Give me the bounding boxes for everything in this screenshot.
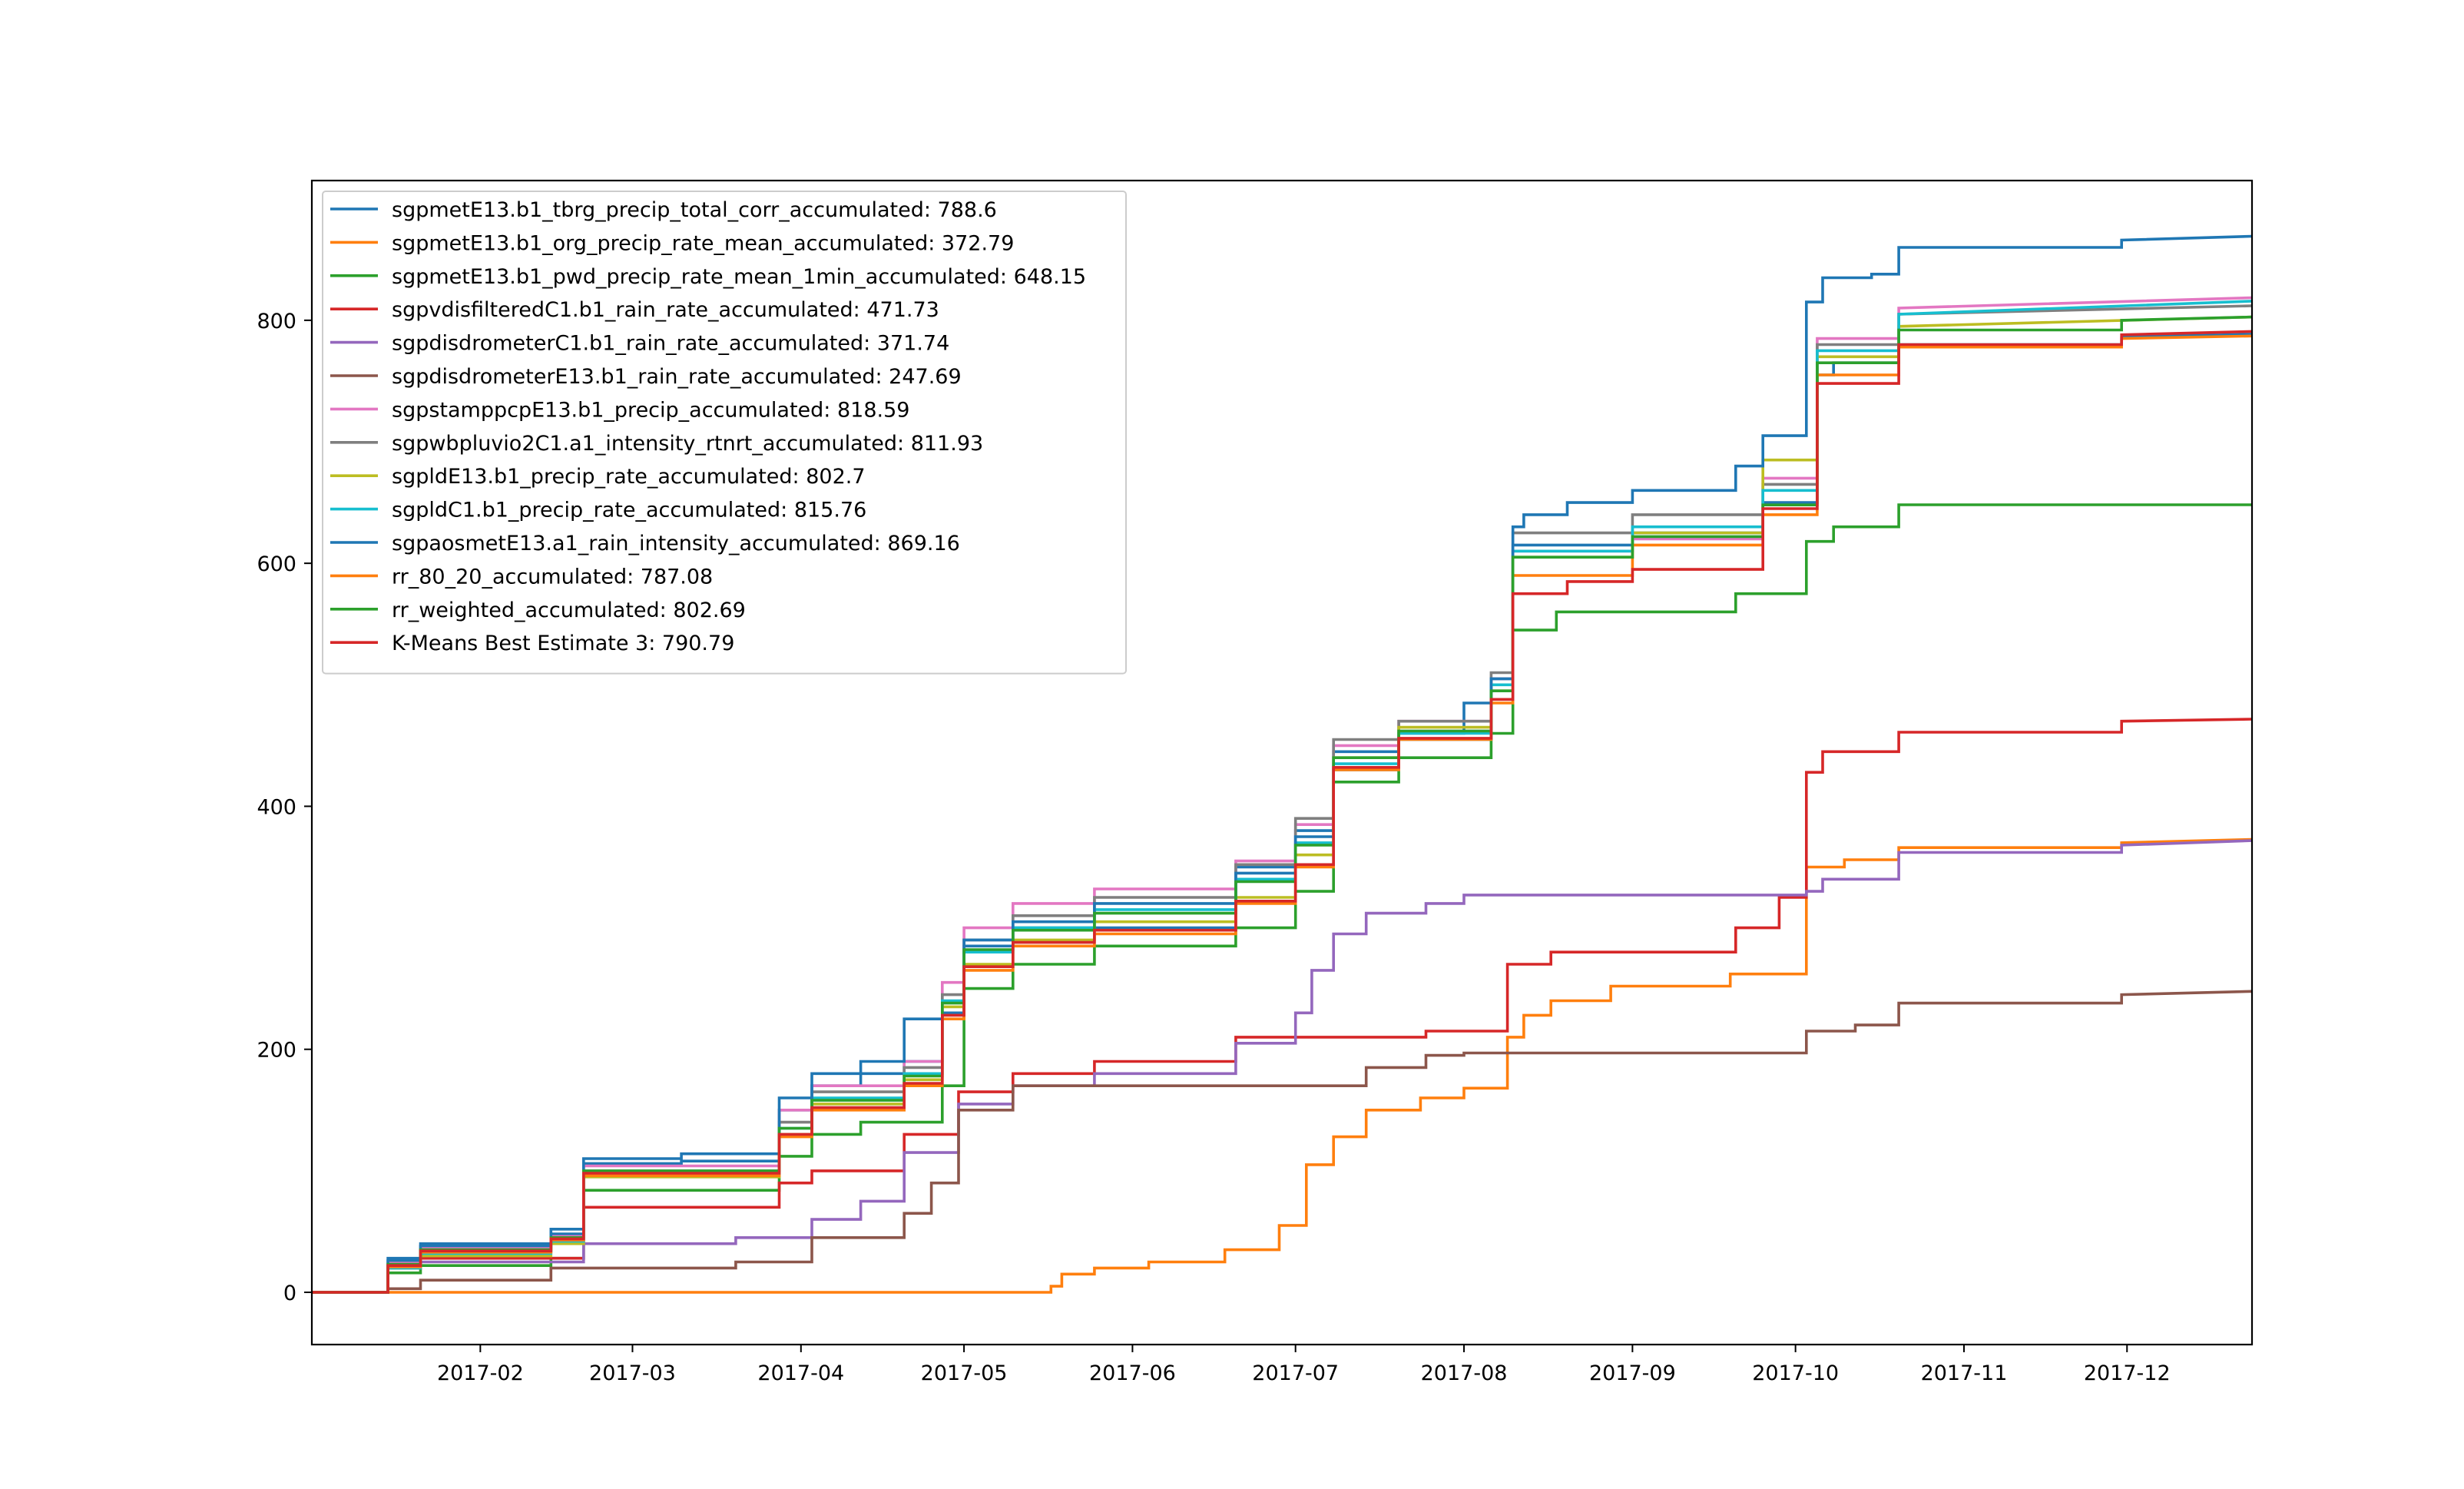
x-tick-label: 2017-09 [1589, 1361, 1676, 1385]
x-tick-label: 2017-02 [437, 1361, 524, 1385]
legend-label: sgpstamppcpE13.b1_precip_accumulated: 81… [392, 398, 909, 422]
legend-label: sgpmetE13.b1_org_precip_rate_mean_accumu… [392, 231, 1014, 255]
x-tick-label: 2017-07 [1252, 1361, 1339, 1385]
legend-label: sgpmetE13.b1_tbrg_precip_total_corr_accu… [392, 198, 997, 222]
legend-label: sgpdisdrometerE13.b1_rain_rate_accumulat… [392, 365, 962, 389]
legend-label: sgpmetE13.b1_pwd_precip_rate_mean_1min_a… [392, 265, 1086, 289]
x-tick-label: 2017-05 [921, 1361, 1008, 1385]
x-axis: 2017-02 2017-03 2017-04 2017-05 2017-06 2017-… [437, 1345, 2171, 1385]
x-tick-label: 2017-08 [1421, 1361, 1508, 1385]
legend-label: sgpaosmetE13.a1_rain_intensity_accumulat… [392, 532, 960, 555]
legend-label: rr_weighted_accumulated: 802.69 [392, 599, 746, 622]
y-axis: 0 200 400 600 800 [257, 310, 312, 1305]
legend-label: rr_80_20_accumulated: 787.08 [392, 565, 713, 589]
x-tick-label: 2017-12 [2084, 1361, 2171, 1385]
plot-area [312, 234, 2253, 1294]
series-line-6 [312, 990, 2253, 1294]
series-line-14 [312, 330, 2253, 1294]
x-tick-label: 2017-04 [757, 1361, 844, 1385]
y-tick-label: 0 [283, 1282, 296, 1305]
legend-label: sgpvdisfilteredC1.b1_rain_rate_accumulat… [392, 298, 939, 322]
legend-box [322, 191, 1127, 675]
y-tick-label: 400 [257, 795, 296, 819]
legend-label: sgpldE13.b1_precip_rate_accumulated: 802… [392, 465, 866, 489]
y-tick-label: 600 [257, 552, 296, 576]
y-tick-label: 200 [257, 1039, 296, 1063]
x-tick-label: 2017-03 [589, 1361, 676, 1385]
series-line-2 [312, 837, 2253, 1294]
legend-label: K-Means Best Estimate 3: 790.79 [392, 632, 734, 655]
legend-label: sgpwbpluvio2C1.a1_intensity_rtnrt_accumu… [392, 432, 983, 456]
legend: sgpmetE13.b1_tbrg_precip_total_corr_accu… [322, 191, 1127, 675]
axes-frame [310, 179, 2254, 1346]
legend-label: sgpdisdrometerC1.b1_rain_rate_accumulate… [392, 332, 949, 356]
series-line-5 [312, 839, 2253, 1294]
legend-label: sgpldC1.b1_precip_rate_accumulated: 815.… [392, 499, 866, 522]
y-tick-label: 800 [257, 310, 296, 333]
x-tick-label: 2017-10 [1752, 1361, 1839, 1385]
x-tick-label: 2017-06 [1089, 1361, 1176, 1385]
x-tick-label: 2017-11 [1921, 1361, 2008, 1385]
